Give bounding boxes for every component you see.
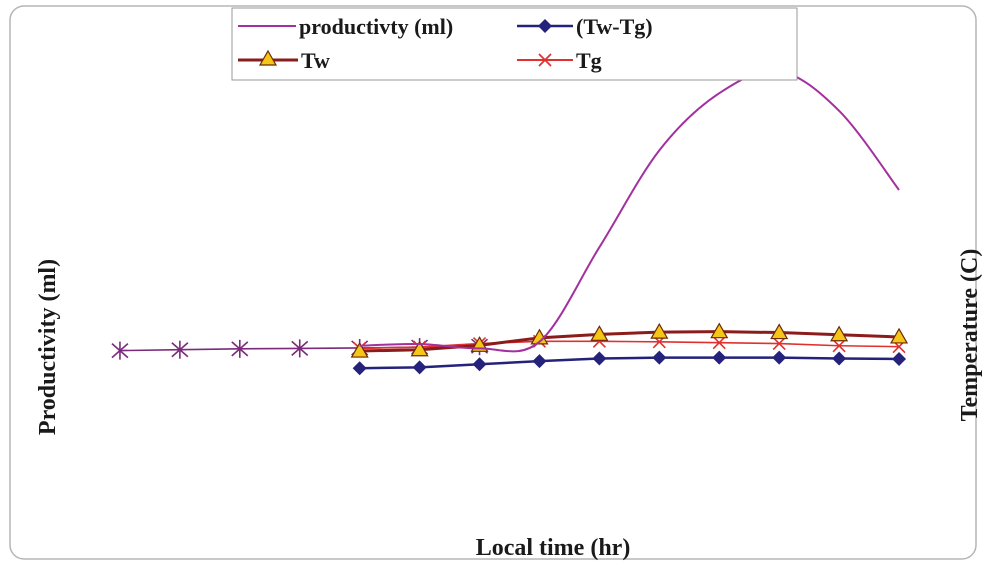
- data-point-2-0: [350, 341, 369, 358]
- series-line-3: [359, 340, 900, 350]
- data-point-2-7: [770, 323, 789, 340]
- data-point-3-8: [832, 339, 846, 353]
- data-point-2-5: [650, 322, 669, 339]
- data-point-1-9: [892, 351, 907, 366]
- data-point-4-0: [111, 341, 129, 360]
- data-point-4-3: [291, 339, 309, 358]
- series-2: [350, 322, 909, 358]
- series-layer: [111, 69, 909, 376]
- data-point-2-8: [830, 325, 849, 342]
- series-line-productivity: [359, 69, 900, 353]
- y-axis-title-left: Productivity (ml): [35, 259, 61, 435]
- data-point-2-1: [410, 340, 429, 357]
- data-point-3-7: [772, 336, 786, 351]
- chart-frame: [9, 5, 977, 560]
- data-point-1-5: [652, 350, 667, 365]
- data-point-1-8: [832, 351, 847, 366]
- data-point-1-6: [712, 350, 727, 365]
- y-axis-title-right: Temperature (C): [957, 249, 983, 422]
- data-point-2-9: [890, 327, 909, 344]
- legend-label-productivity: productivty (ml): [299, 14, 453, 39]
- legend-swatch-tg: [517, 53, 573, 67]
- data-point-1-7: [772, 350, 787, 365]
- x-axis-title: Local time (hr): [476, 535, 631, 561]
- data-point-2-6: [710, 322, 729, 339]
- series-line-2: [359, 330, 900, 353]
- series-line-1: [359, 356, 900, 370]
- legend-swatch-tw-tg: [517, 19, 573, 33]
- legend-label-tw-tg: (Tw-Tg): [576, 14, 653, 39]
- data-point-4-1: [171, 340, 189, 359]
- data-point-3-6: [712, 336, 726, 350]
- legend-swatch-tw: [238, 49, 298, 66]
- series-1: [352, 350, 907, 376]
- data-point-1-1: [412, 360, 427, 375]
- series-0: [359, 69, 900, 353]
- data-point-2-4: [590, 325, 609, 341]
- data-point-4-2: [231, 339, 249, 358]
- data-point-1-4: [592, 351, 607, 366]
- legend-box: [231, 7, 798, 81]
- data-point-1-0: [352, 361, 367, 376]
- legend-label-tg: Tg: [576, 48, 602, 73]
- legend: productivty (ml) (Tw-Tg) Tw Tg: [231, 7, 798, 81]
- legend-label-tw: Tw: [301, 48, 330, 73]
- data-point-1-3: [532, 354, 547, 369]
- data-point-1-2: [472, 357, 487, 372]
